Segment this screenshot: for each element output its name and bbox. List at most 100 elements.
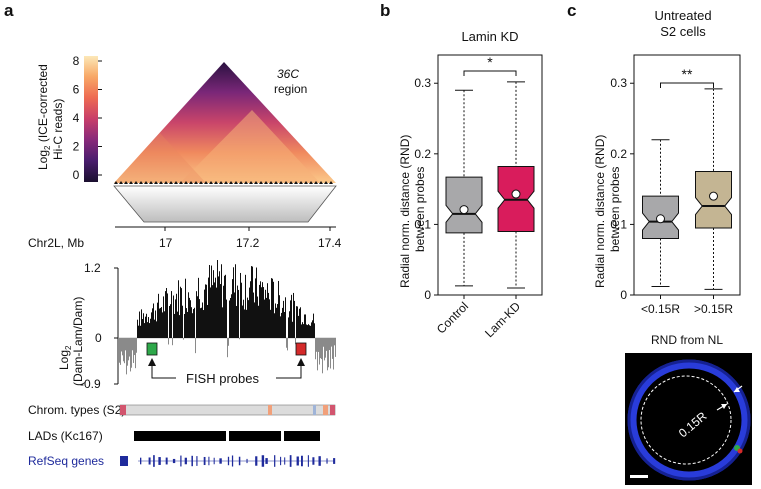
gene-exon — [184, 457, 187, 465]
significance-mark: * — [487, 54, 493, 70]
box-mean — [656, 214, 665, 224]
damid-bar — [287, 338, 288, 351]
hic-bin-marker — [304, 181, 308, 184]
damid-bar — [327, 338, 328, 371]
damid-bar — [126, 338, 127, 375]
gene-exon — [219, 458, 222, 464]
damid-bar — [144, 323, 145, 338]
damid-bar — [134, 338, 135, 356]
damid-bar — [194, 307, 195, 338]
damid-bar — [184, 314, 185, 338]
damid-bar — [231, 294, 232, 338]
hic-bin-marker — [234, 181, 238, 184]
x-tick-label: >0.15R — [694, 302, 733, 316]
hic-bin-marker — [144, 181, 148, 184]
damid-bar — [309, 325, 310, 338]
damid-bar — [123, 338, 124, 362]
damid-bar — [329, 338, 330, 351]
significance-mark: ** — [682, 66, 693, 82]
damid-bar — [276, 307, 277, 338]
damid-bar — [132, 338, 133, 351]
gene-exon — [318, 456, 321, 466]
damid-bar — [167, 293, 168, 338]
panel-b-ylabel-line2: between probes — [413, 167, 427, 252]
damid-bar — [157, 302, 158, 338]
damid-bar — [191, 307, 192, 338]
damid-bar — [317, 338, 318, 371]
damid-bar — [179, 315, 180, 338]
gene-exon — [203, 456, 206, 466]
damid-bar — [241, 282, 242, 338]
damid-bar — [306, 324, 307, 338]
damid-bar — [261, 287, 262, 338]
damid-bar — [181, 288, 182, 338]
damid-bar — [195, 338, 196, 354]
damid-bar — [164, 311, 165, 338]
panel-c-xlabel: RND from NL — [651, 333, 723, 347]
damid-bar — [197, 296, 198, 338]
damid-bar — [320, 338, 321, 359]
damid-bar — [307, 325, 308, 338]
damid-tick-1-2: 1.2 — [84, 261, 101, 275]
damid-bar — [291, 294, 292, 338]
hic-bin-marker — [139, 181, 143, 184]
lads-label: LADs (Kc167) — [28, 429, 103, 443]
panel-b-title: Lamin KD — [461, 29, 518, 44]
gene-exon — [172, 458, 176, 464]
genome-tick-17-2: 17.2 — [236, 236, 260, 250]
hic-bin-marker — [279, 181, 283, 184]
damid-bar — [136, 338, 137, 353]
damid-bar — [168, 338, 169, 345]
damid-bar — [209, 264, 210, 338]
gene-exon — [180, 455, 182, 467]
damid-bar — [150, 318, 151, 338]
damid-bar — [308, 324, 309, 338]
hic-heatmap: 36C region — [114, 62, 336, 184]
damid-bar — [155, 310, 156, 338]
hic-bin-marker — [269, 181, 273, 184]
hic-bin-marker — [249, 181, 253, 184]
damid-bar — [239, 338, 240, 340]
damid-bar — [269, 299, 270, 338]
damid-bar — [193, 309, 194, 338]
lad-block — [134, 431, 226, 441]
gene-exon — [312, 457, 315, 465]
damid-bar — [251, 266, 252, 338]
damid-bar — [237, 285, 238, 338]
damid-bar — [298, 315, 299, 338]
damid-bar — [211, 265, 212, 338]
damid-tick-neg: -0.9 — [80, 377, 101, 391]
damid-bar — [131, 338, 132, 368]
damid-bar — [227, 338, 228, 358]
damid-bar — [166, 288, 167, 338]
damid-ylabel-line2: (Dam-Lam/Dam) — [71, 297, 85, 386]
damid-bar — [119, 338, 120, 363]
fish-arrowhead-right — [297, 358, 305, 366]
micrograph: 0.15R — [625, 353, 752, 485]
damid-bar — [230, 297, 231, 338]
damid-bar — [297, 306, 298, 338]
damid-bar — [183, 338, 184, 340]
y-tick-label: 0.1 — [610, 217, 627, 231]
damid-bar — [162, 312, 163, 338]
hic-bin-marker — [219, 181, 223, 184]
y-tick-label: 0.2 — [414, 147, 431, 161]
gene-exon — [238, 456, 241, 466]
damid-bar — [310, 325, 311, 338]
panel-b-boxplot: 0 0.1 0.2 0.3 Control Lam-KD * — [414, 54, 543, 340]
damid-bar — [323, 338, 324, 347]
hic-bin-marker — [199, 181, 203, 184]
damid-bar — [247, 297, 248, 338]
hic-bin-marker — [289, 181, 293, 184]
gene-exon — [326, 458, 328, 464]
refseq-genes — [120, 455, 336, 467]
y-tick-label: 0.3 — [610, 76, 627, 90]
damid-bar — [175, 299, 176, 338]
damid-bar — [180, 286, 181, 338]
hic-bin-marker — [159, 181, 163, 184]
damid-bar — [182, 305, 183, 338]
damid-bar — [260, 281, 261, 338]
damid-bar — [331, 338, 332, 347]
panel-c-boxplot: 0 0.1 0.2 0.3 <0.15R >0.15R ** — [610, 54, 741, 316]
gene-exon — [153, 455, 155, 467]
